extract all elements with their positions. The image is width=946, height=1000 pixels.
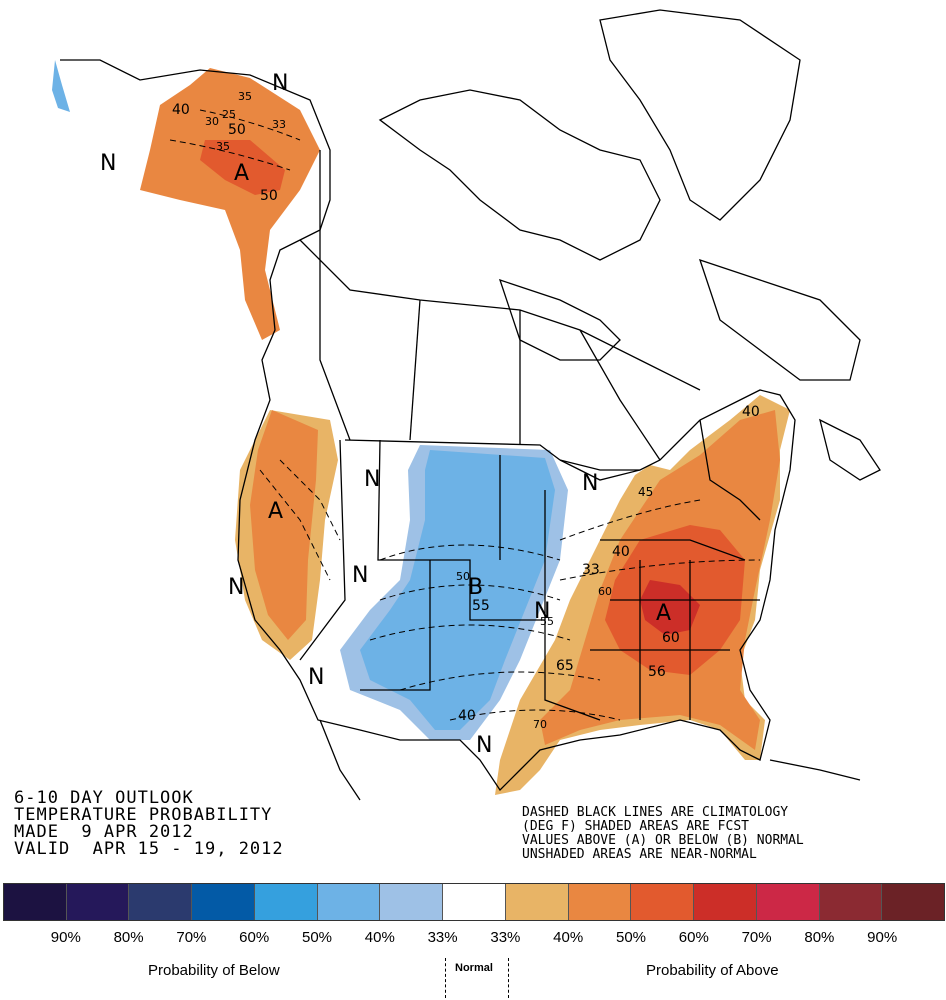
colorbar-tick-label: 50%	[301, 929, 333, 946]
colorbar-swatch	[380, 884, 444, 920]
contour-label: 60	[662, 630, 680, 646]
colorbar-tick-label: 40%	[553, 929, 584, 946]
contour-label: 33	[272, 118, 286, 131]
forecast-map: 40 35 25 30 33 50 35 50 45 40 55 60 56 3…	[52, 9, 881, 801]
contour-label: 30	[205, 115, 219, 128]
colorbar-swatch	[192, 884, 255, 920]
colorbar-tick-label: 40%	[364, 929, 395, 946]
contour-label: 60	[598, 585, 612, 598]
probability-colorbar	[3, 883, 945, 921]
contour-label: 40	[742, 404, 760, 420]
title-line: 6-10 DAY OUTLOOK	[14, 788, 194, 808]
contour-label: 56	[648, 664, 666, 680]
label-normal: N	[308, 665, 324, 690]
above-label: Probability of Above	[646, 962, 779, 979]
alaska-below-area	[52, 60, 70, 112]
central-below-inner	[360, 450, 555, 730]
contour-label: 33	[582, 562, 600, 578]
colorbar-swatch	[568, 884, 632, 920]
label-normal: N	[582, 471, 598, 496]
colorbar-swatch	[129, 884, 193, 920]
title-line: VALID APR 15 - 19, 2012	[14, 839, 284, 859]
contour-label: 65	[556, 658, 574, 674]
colorbar-tick-label: 80%	[113, 929, 144, 946]
colorbar-tick-label: 60%	[239, 929, 270, 946]
contour-label: 40	[458, 708, 476, 724]
climatology-lines	[169, 109, 761, 721]
colorbar-tick-label: 60%	[678, 929, 709, 946]
title-line: MADE 9 APR 2012	[14, 822, 194, 842]
colorbar-swatch	[756, 884, 820, 920]
colorbar-swatch	[882, 884, 945, 920]
contour-label: 50	[228, 122, 246, 138]
alaska-above-core	[200, 140, 285, 195]
outlook-title: 6-10 DAY OUTLOOK TEMPERATURE PROBABILITY…	[14, 790, 284, 858]
contour-label: 70	[533, 718, 547, 731]
normal-divider-right	[508, 958, 509, 998]
contour-label: 40	[612, 544, 630, 560]
colorbar-swatch	[631, 884, 695, 920]
contour-label: 50	[456, 570, 470, 583]
note-line: (DEG F) SHADED AREAS ARE FCST	[522, 819, 749, 834]
label-normal: N	[476, 733, 492, 758]
label-above: A	[656, 601, 671, 626]
contour-label: 40	[172, 102, 190, 118]
colorbar-swatch	[254, 884, 318, 920]
label-below: B	[468, 575, 483, 600]
colorbar-tick-label: 70%	[741, 929, 772, 946]
colorbar-swatch	[694, 884, 757, 920]
label-normal: N	[364, 467, 380, 492]
contour-label: 25	[222, 108, 236, 121]
colorbar-tick-label: 80%	[804, 929, 835, 946]
colorbar-swatch	[66, 884, 130, 920]
contour-label: 35	[238, 90, 252, 103]
contour-label: 50	[260, 188, 278, 204]
label-normal: N	[272, 71, 288, 96]
contour-label: 55	[540, 615, 554, 628]
alaska-above-area	[140, 68, 320, 340]
contour-label: 45	[638, 485, 653, 499]
map-note: DASHED BLACK LINES ARE CLIMATOLOGY (DEG …	[522, 806, 804, 862]
colorbar-tick-label: 70%	[176, 929, 207, 946]
contour-label: 55	[472, 598, 490, 614]
label-above: A	[268, 499, 283, 524]
colorbar-swatch	[4, 884, 67, 920]
normal-label: Normal	[455, 962, 493, 974]
colorbar-swatch	[505, 884, 569, 920]
colorbar-swatch	[819, 884, 883, 920]
label-above: A	[234, 161, 249, 186]
label-normal: N	[100, 151, 116, 176]
label-normal: N	[228, 575, 244, 600]
colorbar-swatch	[317, 884, 381, 920]
colorbar-tick-label: 50%	[615, 929, 647, 946]
contour-label-group: 40 35 25 30 33 50 35 50 45 40 55 60 56 3…	[172, 90, 760, 731]
normal-divider-left	[445, 958, 446, 998]
note-line: VALUES ABOVE (A) OR BELOW (B) NORMAL	[522, 833, 804, 848]
colorbar-tick-label: 33%	[490, 929, 521, 946]
colorbar-tick-label: 90%	[867, 929, 898, 946]
contour-label: 35	[216, 140, 230, 153]
note-line: UNSHADED AREAS ARE NEAR-NORMAL	[522, 847, 757, 862]
label-normal: N	[534, 599, 550, 624]
colorbar-tick-label: 90%	[50, 929, 81, 946]
below-label: Probability of Below	[148, 962, 280, 979]
title-line: TEMPERATURE PROBABILITY	[14, 805, 273, 825]
east-above-core	[640, 580, 700, 635]
label-normal: N	[352, 563, 368, 588]
colorbar-tick-label: 33%	[427, 929, 458, 946]
category-letters: A A A B N N N N N N N N N	[100, 71, 671, 758]
map-outlines	[60, 9, 881, 801]
colorbar-swatch	[443, 884, 506, 920]
note-line: DASHED BLACK LINES ARE CLIMATOLOGY	[522, 805, 789, 820]
west-above-inner	[250, 410, 318, 640]
